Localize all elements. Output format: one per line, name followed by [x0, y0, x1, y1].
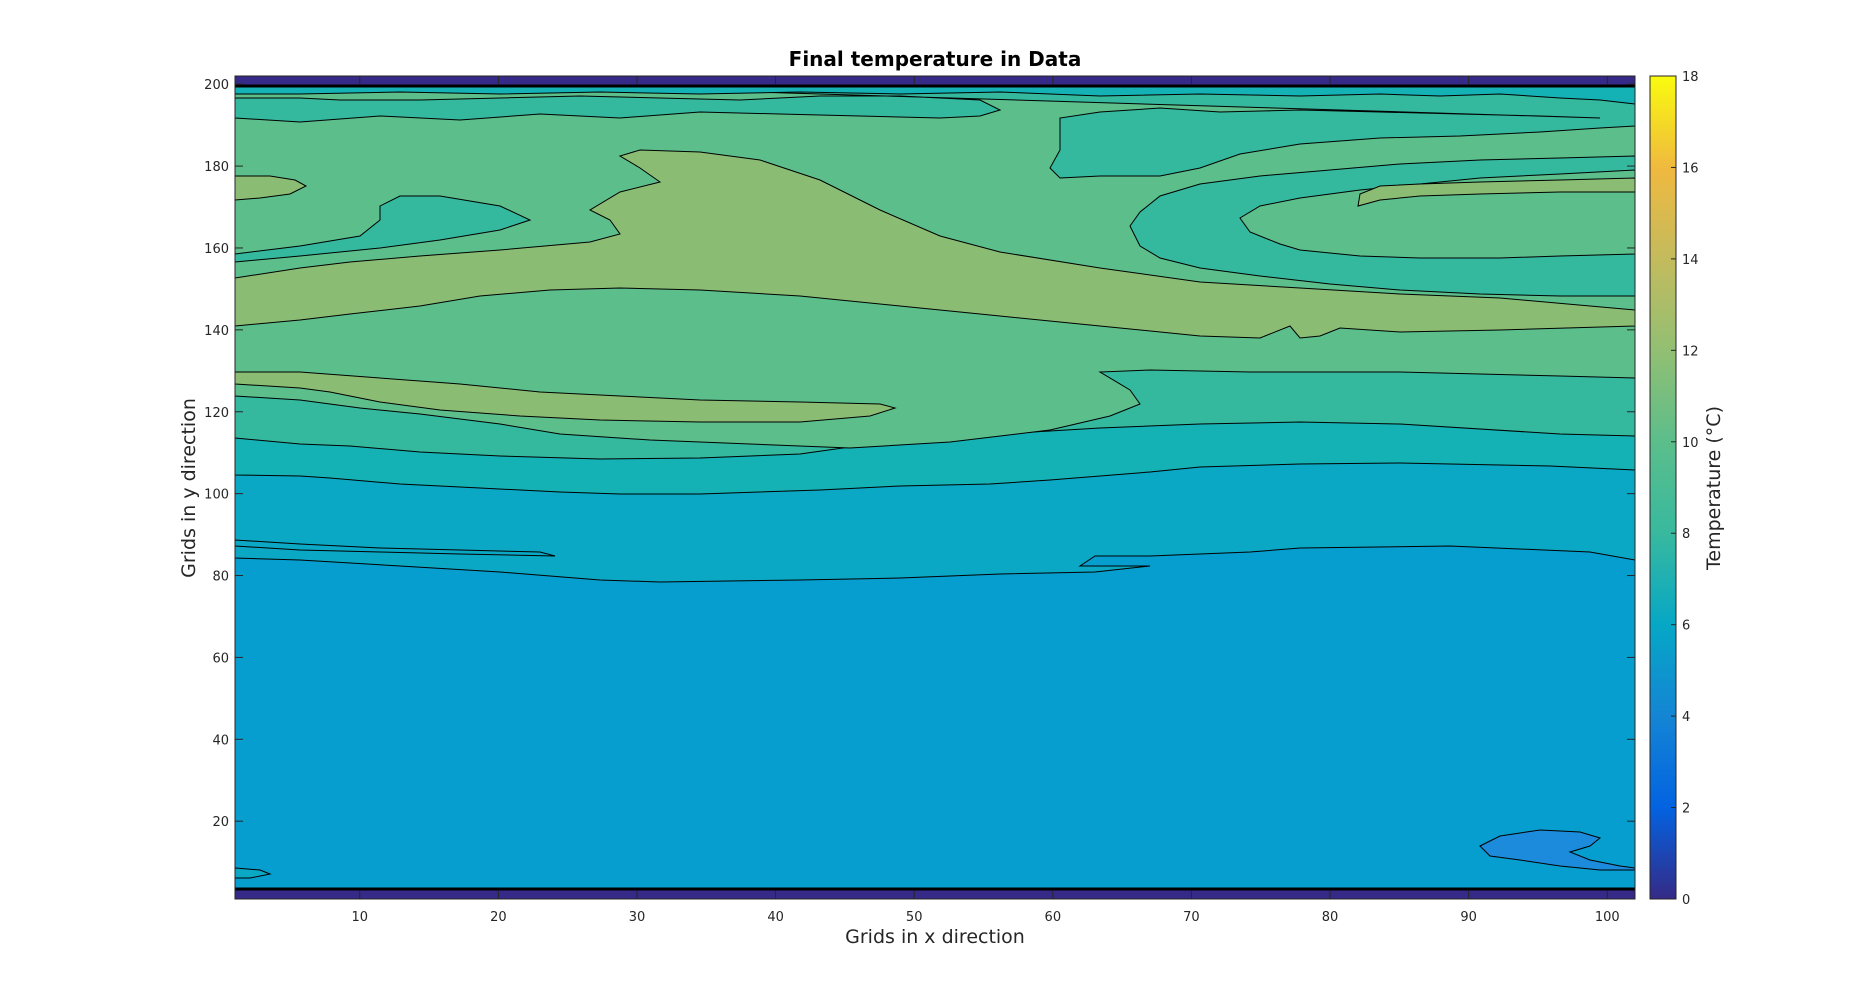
colorbar-tick-label: 2 [1682, 802, 1690, 817]
colorbar-label: Temperature (°C) [1703, 406, 1725, 571]
y-tick-label: 140 [204, 324, 229, 339]
x-tick-label: 100 [1595, 910, 1620, 925]
x-axis-ticks: 10 20 30 40 50 60 70 80 90 100 [351, 76, 1620, 925]
y-tick-label: 60 [212, 651, 229, 666]
region-gyre-10-5 [1357, 177, 1635, 207]
region-bottom-boundary [235, 889, 1635, 899]
colorbar-tick-label: 8 [1682, 527, 1690, 542]
y-axis-ticks: 20 40 60 80 100 120 140 160 180 200 [204, 78, 1635, 830]
colorbar-tick-label: 16 [1682, 161, 1699, 176]
x-tick-label: 40 [767, 910, 784, 925]
x-tick-label: 90 [1460, 910, 1477, 925]
region-left-cold-tongue [235, 195, 532, 263]
axes-frame [234, 75, 1636, 900]
region-top-boundary [235, 76, 1635, 87]
colorbar-tick-label: 18 [1682, 70, 1699, 85]
contour-plot-area [235, 76, 1635, 899]
y-tick-label: 160 [204, 242, 229, 257]
colorbar-ticks: 0 2 4 6 8 10 12 14 16 18 [1671, 70, 1699, 908]
y-tick-label: 80 [212, 570, 229, 585]
y-tick-label: 100 [204, 488, 229, 503]
y-tick-label: 180 [204, 160, 229, 175]
region-top-8-5 [235, 76, 1635, 179]
x-tick-label: 30 [629, 910, 646, 925]
y-tick-label: 200 [204, 78, 229, 93]
chart-title: Final temperature in Data [789, 47, 1082, 71]
x-tick-label: 80 [1322, 910, 1339, 925]
colorbar-tick-label: 0 [1682, 893, 1690, 908]
region-left-warm-tongue [235, 175, 308, 201]
x-tick-label: 10 [351, 910, 368, 925]
colorbar-tick-label: 12 [1682, 344, 1699, 359]
y-tick-label: 120 [204, 406, 229, 421]
x-tick-label: 60 [1045, 910, 1062, 925]
colorbar-tick-label: 10 [1682, 436, 1699, 451]
x-tick-label: 70 [1183, 910, 1200, 925]
colorbar-tick-label: 6 [1682, 619, 1690, 634]
y-tick-label: 20 [212, 815, 229, 830]
y-tick-label: 40 [212, 733, 229, 748]
region-warm-tongue [235, 371, 897, 423]
region-band-6-5b [235, 539, 556, 557]
x-tick-label: 50 [906, 910, 923, 925]
colorbar [1649, 75, 1677, 900]
region-low-patch [1479, 829, 1635, 871]
colorbar-tick-label: 4 [1682, 710, 1690, 725]
x-tick-label: 20 [490, 910, 507, 925]
y-axis-label: Grids in y direction [178, 398, 200, 578]
colorbar-tick-label: 14 [1682, 253, 1699, 268]
x-axis-label: Grids in x direction [845, 926, 1025, 948]
region-bottom-left-patch [235, 867, 272, 879]
